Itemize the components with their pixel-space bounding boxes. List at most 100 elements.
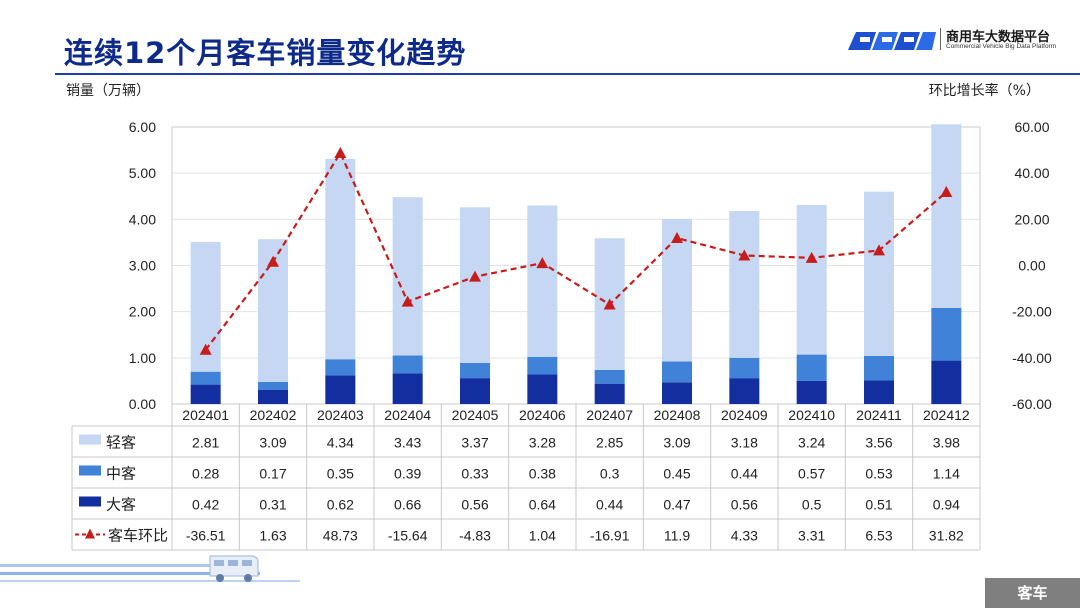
title-divider [55, 73, 1080, 75]
logo-name: 商用车大数据平台 [946, 30, 1051, 45]
table-cell: 11.9 [664, 528, 690, 544]
category-label: 202407 [586, 407, 633, 423]
table-cell: 3.56 [865, 435, 892, 451]
table-cell: 1.04 [529, 528, 556, 544]
bar-中客 [258, 381, 288, 390]
trend-marker [805, 251, 818, 263]
table-cell: -36.51 [186, 528, 226, 544]
y2-tick-label: -20.00 [1012, 304, 1052, 320]
trend-marker [671, 232, 683, 244]
y-tick-label: 0.00 [129, 396, 156, 412]
y-tick-label: 3.00 [129, 258, 156, 274]
y-tick-label: 6.00 [129, 119, 156, 135]
y-tick-label: 1.00 [129, 350, 156, 366]
category-label: 202404 [384, 407, 431, 423]
legend-label-客车环比: 客车环比 [108, 528, 168, 545]
table-cell: 3.43 [394, 435, 421, 451]
y-tick-label: 4.00 [129, 211, 156, 227]
table-cell: 0.3 [600, 466, 620, 482]
bar-中客 [190, 371, 221, 385]
bar-轻客 [325, 158, 356, 360]
trend-marker [738, 249, 751, 261]
table-cell: 0.42 [192, 497, 219, 513]
bar-大客 [527, 374, 558, 404]
legend-key-大客 [79, 496, 101, 507]
category-label: 202410 [788, 407, 835, 423]
logo-divider [940, 28, 941, 50]
bar-大客 [796, 380, 827, 404]
y2-tick-label: 60.00 [1014, 119, 1049, 135]
bar-轻客 [392, 197, 423, 356]
table-cell: 0.56 [461, 497, 488, 513]
bar-轻客 [527, 205, 558, 357]
logo-subtitle: Commercial Vehicle Big Data Platform [946, 43, 1057, 50]
table-cell: 4.34 [327, 435, 354, 451]
table-cell: 0.57 [798, 466, 825, 482]
bar-轻客 [796, 205, 827, 355]
section-tag: 客车 [985, 578, 1080, 608]
bar-中客 [931, 307, 962, 361]
platform-logo: 商用车大数据平台 Commercial Vehicle Big Data Pla… [846, 24, 1066, 54]
table-cell: 6.53 [865, 528, 892, 544]
table-cell: 0.64 [529, 497, 556, 513]
table-cell: 0.31 [259, 497, 286, 513]
bar-大客 [864, 380, 894, 404]
chart-axes: 0.00 1.00 2.00 3.00 4.00 5.00 6.00 -60.00 -40.00… [129, 119, 1052, 412]
bar-轻客 [729, 211, 760, 358]
category-label: 202411 [856, 407, 902, 423]
trend-marker [873, 244, 885, 256]
y2-tick-label: 20.00 [1014, 211, 1049, 227]
legend-label-轻客: 轻客 [106, 435, 136, 452]
bar-中客 [594, 369, 625, 384]
trend-line [204, 150, 948, 351]
bar-大客 [460, 378, 490, 404]
trend-marker [536, 257, 549, 269]
category-label: 202401 [182, 407, 229, 423]
table-cell: 3.09 [663, 435, 690, 451]
trend-marker [603, 298, 616, 310]
category-label: 202405 [452, 407, 499, 423]
table-cell: 0.17 [259, 466, 286, 482]
y2-tick-label: -40.00 [1012, 350, 1052, 366]
y2-tick-label: 0.00 [1018, 258, 1045, 274]
category-label: 202409 [721, 407, 768, 423]
table-cell: 0.44 [731, 466, 758, 482]
bar-大客 [190, 384, 221, 404]
bar-大客 [325, 375, 356, 404]
table-cell: 0.35 [327, 466, 354, 482]
bar-中客 [864, 355, 894, 381]
table-cell: 48.73 [323, 528, 358, 544]
bar-轻客 [864, 191, 894, 356]
table-cell: 0.94 [933, 497, 960, 513]
table-cell: 0.45 [663, 466, 690, 482]
table-cell: -15.64 [388, 528, 428, 544]
table-cell: 2.81 [192, 435, 219, 451]
table-cell: 1.63 [259, 528, 286, 544]
table-cell: 3.98 [933, 435, 960, 451]
table-cell: 0.28 [192, 466, 219, 482]
table-cell: 2.85 [596, 435, 623, 451]
left-axis-title: 销量（万辆） [66, 83, 150, 99]
table-cell: 0.39 [394, 466, 421, 482]
bar-大客 [594, 383, 625, 404]
table-cell: 0.53 [865, 466, 892, 482]
trend-marker [334, 147, 347, 159]
category-label: 202402 [250, 407, 297, 423]
table-cell: 4.33 [731, 528, 758, 544]
y-tick-label: 5.00 [129, 165, 156, 181]
table-cell: -4.83 [459, 528, 491, 544]
trend-marker [940, 186, 953, 198]
bar-中客 [392, 355, 423, 374]
table-cell: 3.37 [461, 435, 488, 451]
table-cell: 0.66 [394, 497, 421, 513]
legend-label-中客: 中客 [106, 466, 136, 483]
bar-大客 [931, 360, 962, 404]
legend-key-中客 [79, 465, 101, 476]
trend-marker [401, 295, 414, 307]
table-cell: -16.91 [590, 528, 630, 544]
category-label: 202403 [317, 407, 364, 423]
chart-gridlines [171, 126, 981, 405]
bar-轻客 [931, 124, 962, 308]
y-tick-label: 2.00 [129, 304, 156, 320]
